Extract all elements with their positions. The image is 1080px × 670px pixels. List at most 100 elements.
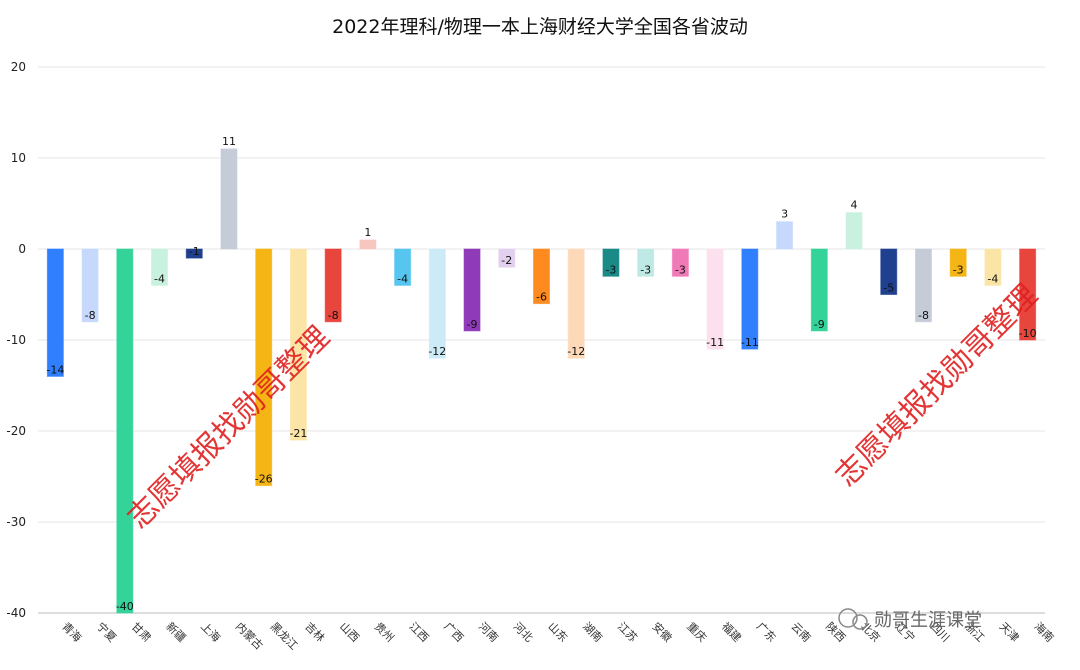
bar — [741, 248, 759, 350]
bar — [394, 248, 412, 286]
brand-icon-inner — [852, 614, 868, 630]
x-tick-label: 上海 — [198, 619, 223, 644]
y-tick-labels: 20 10 0 -10 -20 -30 -40 — [6, 60, 26, 620]
x-tick-label: 内蒙古 — [233, 619, 266, 652]
bar — [949, 248, 967, 277]
x-tick-label: 贵州 — [372, 620, 397, 645]
data-label: -3 — [640, 263, 651, 276]
data-label: -40 — [116, 600, 134, 613]
bar — [533, 248, 550, 305]
x-tick-label: 湖南 — [580, 620, 605, 645]
data-label: -6 — [536, 291, 547, 304]
x-tick-label: 陕西 — [823, 619, 848, 644]
data-label: -8 — [918, 309, 929, 322]
bar — [984, 248, 1002, 286]
x-tick-label: 山西 — [337, 620, 362, 645]
bar — [463, 248, 481, 332]
bar — [255, 248, 273, 487]
data-label: 1 — [364, 226, 371, 239]
y-tick-label: -20 — [6, 424, 26, 438]
y-tick-label: 10 — [11, 151, 26, 165]
x-tick-label: 云南 — [788, 620, 813, 645]
bar — [602, 248, 620, 277]
x-tick-label: 江西 — [406, 620, 431, 645]
bar — [324, 248, 342, 323]
bar — [1019, 248, 1037, 341]
bar — [220, 148, 238, 250]
data-label: -3 — [953, 263, 964, 276]
x-tick-label: 河南 — [476, 620, 501, 645]
bar — [428, 248, 446, 359]
data-label: -1 — [189, 245, 200, 258]
brand-logo: 勋哥生涯课堂 — [838, 608, 982, 631]
x-tick-label: 新疆 — [163, 619, 188, 644]
y-tick-label: -10 — [6, 333, 26, 347]
x-tick-label: 甘肃 — [129, 620, 154, 645]
x-tick-label: 天津 — [997, 620, 1022, 645]
x-tick-label: 吉林 — [302, 619, 327, 644]
bar — [185, 248, 203, 259]
brand-icon — [838, 608, 858, 628]
x-tick-label: 黑龙江 — [268, 620, 301, 653]
bar — [706, 248, 724, 350]
data-label: -2 — [501, 254, 512, 267]
data-label: -8 — [328, 309, 339, 322]
data-label: -4 — [397, 272, 408, 285]
x-tick-label: 广东 — [754, 620, 779, 645]
bar — [116, 248, 134, 614]
chart-title: 2022年理科/物理一本上海财经大学全国各省波动 — [332, 16, 748, 38]
x-tick-label: 海南 — [1032, 619, 1057, 644]
x-tick-label: 重庆 — [684, 619, 709, 644]
x-tick-label: 河北 — [511, 620, 536, 645]
data-label: -4 — [154, 272, 165, 285]
data-label: 4 — [851, 199, 858, 212]
data-label: -9 — [814, 318, 825, 331]
data-label: -12 — [428, 345, 446, 358]
bar — [776, 221, 794, 250]
bar — [567, 248, 585, 359]
data-label: -14 — [46, 363, 64, 376]
bar — [151, 248, 169, 286]
y-tick-label: -30 — [6, 515, 26, 529]
bar — [637, 248, 655, 277]
data-label: -3 — [605, 263, 616, 276]
bar — [81, 248, 99, 323]
data-label: 11 — [222, 135, 236, 148]
x-tick-label: 广西 — [441, 620, 466, 645]
bar — [46, 248, 64, 377]
bars — [46, 148, 1037, 614]
data-label: -11 — [741, 336, 759, 349]
data-labels: -14 -8 -40 -4 -1 11 -26 -21 -8 1 -4 -12 -9 -2 -6 -12 -3 -… — [46, 135, 1036, 613]
bar — [880, 248, 898, 295]
x-tick-label: 安徽 — [650, 619, 675, 644]
x-tick-label: 江苏 — [615, 620, 640, 645]
data-label: -4 — [987, 272, 998, 285]
data-label: 3 — [781, 208, 788, 221]
data-label: -5 — [883, 282, 894, 295]
data-label: -26 — [255, 473, 273, 486]
bar — [845, 212, 863, 250]
data-label: -11 — [706, 336, 724, 349]
data-label: -12 — [567, 345, 585, 358]
y-tick-label: 0 — [18, 242, 26, 256]
data-label: -9 — [467, 318, 478, 331]
data-label: -21 — [289, 427, 307, 440]
x-tick-label: 福建 — [719, 619, 744, 644]
bar — [289, 248, 307, 441]
bar — [914, 248, 932, 323]
x-tick-label: 宁夏 — [94, 619, 119, 644]
brand-text: 勋哥生涯课堂 — [874, 610, 982, 631]
grid-lines — [38, 66, 1045, 614]
bar — [498, 248, 516, 268]
bar — [359, 239, 377, 250]
bar — [671, 248, 689, 277]
watermark-right: 志愿填报找勋哥整理 — [829, 278, 1045, 494]
data-label: -3 — [675, 263, 686, 276]
y-tick-label: -40 — [6, 606, 26, 620]
data-label: -10 — [1019, 327, 1037, 340]
y-tick-label: 20 — [11, 60, 26, 74]
bar — [810, 248, 828, 332]
x-tick-label: 青海 — [59, 619, 84, 644]
x-tick-label: 山东 — [545, 620, 570, 645]
